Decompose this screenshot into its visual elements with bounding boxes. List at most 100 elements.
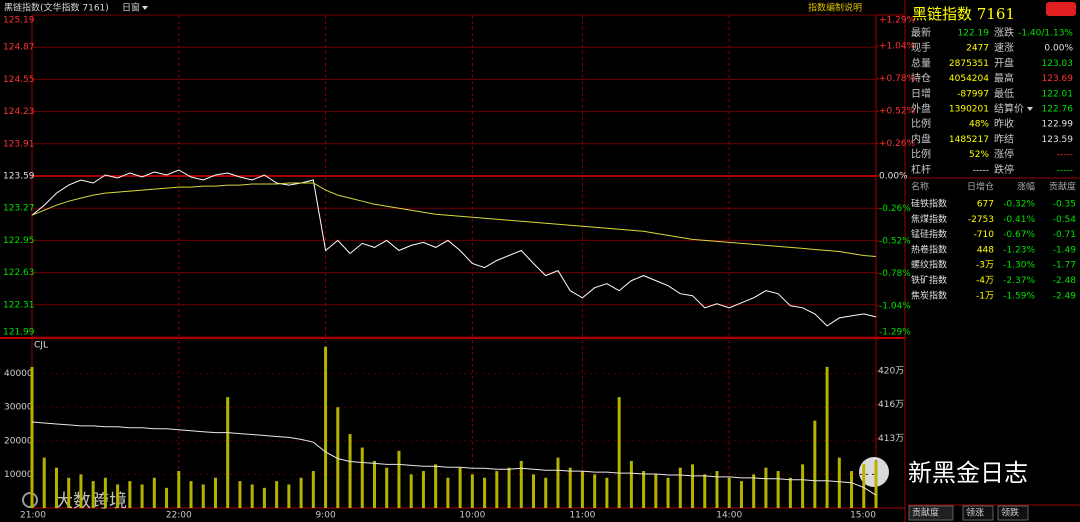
y-tick-label: 125.19 (3, 16, 35, 26)
volume-bar (483, 477, 487, 508)
volume-bar (128, 481, 132, 508)
quote-value: 1390201 (949, 105, 989, 115)
volume-bar (752, 474, 756, 508)
volume-bar (348, 434, 352, 508)
volume-bar (813, 420, 817, 508)
tab-label[interactable]: 领跌 (1001, 507, 1019, 519)
volume-bar (250, 484, 254, 508)
x-tick-label: 22:00 (166, 511, 192, 521)
volume-bar (262, 487, 266, 508)
tab-label[interactable]: 领涨 (966, 507, 984, 519)
volume-bar (385, 467, 389, 508)
index-note-link[interactable]: 指数编制说明 (808, 2, 862, 14)
volume-bar (642, 471, 646, 508)
volume-bar (776, 471, 780, 508)
table-cell: -0.54 (1053, 215, 1077, 225)
table-cell: -0.35 (1053, 200, 1076, 210)
wechat-icon (859, 457, 889, 487)
y-tick-label: 123.91 (3, 139, 35, 149)
volume-bar (116, 484, 120, 508)
x-tick-label: 15:00 (850, 511, 876, 521)
quote-label: 比例 (911, 117, 931, 130)
y2-tick-label: -1.04% (879, 301, 911, 311)
table-cell: 焦炭指数 (911, 289, 947, 301)
quote-value: -1.40/1.13% (1018, 29, 1073, 39)
table-cell: -2753 (968, 215, 994, 225)
quote-label: 最高 (994, 72, 1014, 85)
quote-value: 122.19 (958, 29, 990, 39)
volume-bar (605, 477, 609, 508)
volume-bar (54, 467, 58, 508)
y2-tick-label: 416万 (878, 400, 904, 410)
table-cell: -1万 (976, 291, 994, 301)
tab[interactable] (962, 505, 994, 521)
quote-value: 123.03 (1042, 59, 1074, 69)
quote-label: 总量 (911, 56, 931, 69)
tab[interactable] (997, 505, 1029, 521)
chart-title: CJL (34, 341, 48, 351)
volume-bar (287, 484, 291, 508)
quote-label: 比例 (911, 148, 931, 161)
volume-bar (629, 460, 633, 508)
watermark: 大数跨境 (55, 491, 127, 512)
x-tick-label: 21:00 (20, 511, 46, 521)
volume-bar (532, 474, 536, 508)
table-cell: -2.48 (1053, 276, 1077, 286)
quote-value: 52% (969, 150, 989, 160)
quote-value: 0.00% (1044, 44, 1073, 54)
volume-bar (238, 481, 242, 508)
quote-value: ----- (1057, 150, 1073, 160)
table-cell: -1.59% (1003, 291, 1035, 301)
volume-bar (213, 477, 217, 508)
y2-tick-label: +0.78% (879, 74, 916, 84)
volume-bar (458, 467, 462, 508)
table-cell: 热卷指数 (911, 243, 947, 255)
y-tick-label: 124.23 (3, 107, 35, 117)
quote-label: 开盘 (994, 56, 1014, 69)
y2-tick-label: -1.29% (879, 328, 911, 338)
volume-bar (140, 484, 144, 508)
quote-value: 2477 (966, 44, 989, 54)
table-cell: 锰硅指数 (911, 228, 947, 240)
quote-label: 现手 (911, 41, 931, 54)
y-tick-label: 123.27 (3, 204, 35, 214)
volume-bar (788, 477, 792, 508)
y-tick-label: 124.87 (3, 43, 35, 53)
y-tick-label: 124.55 (3, 75, 35, 85)
volume-bar (715, 471, 719, 508)
table-cell: -0.41% (1003, 215, 1035, 225)
volume-bar (739, 481, 743, 508)
table-header: 日增仓 (967, 181, 994, 193)
period-selector[interactable]: 日窗 (122, 2, 140, 14)
table-cell: -0.71 (1053, 230, 1076, 240)
quote-value: 2875351 (949, 59, 989, 69)
quote-label: 最低 (994, 87, 1014, 100)
price-line (31, 182, 877, 257)
volume-bar (30, 366, 34, 508)
tab-label[interactable]: 贡献度 (912, 507, 939, 519)
dropdown-arrow[interactable] (142, 6, 148, 10)
quote-value: 1485217 (949, 135, 989, 145)
y2-tick-label: -0.26% (879, 204, 911, 214)
y-tick-label: 10000 (4, 470, 33, 480)
tab[interactable] (908, 505, 954, 521)
volume-bar (67, 477, 71, 508)
volume-bar (678, 467, 682, 508)
table-cell: -4万 (976, 276, 994, 286)
volume-bar (79, 474, 83, 508)
volume-bar (372, 460, 376, 508)
volume-bar (421, 471, 425, 508)
y2-tick-label: 413万 (878, 434, 904, 444)
y2-tick-label: -0.52% (879, 236, 911, 246)
volume-bar (593, 474, 597, 508)
volume-bar (470, 474, 474, 508)
volume-bar (189, 481, 193, 508)
volume-bar (360, 447, 364, 508)
quote-label: 跌停 (994, 163, 1014, 176)
quote-label: 外盘 (911, 102, 931, 115)
volume-bar (691, 464, 695, 508)
table-header: 贡献度 (1049, 181, 1076, 193)
quote-label: 最新 (911, 26, 931, 39)
y2-tick-label: -0.78% (879, 269, 911, 279)
